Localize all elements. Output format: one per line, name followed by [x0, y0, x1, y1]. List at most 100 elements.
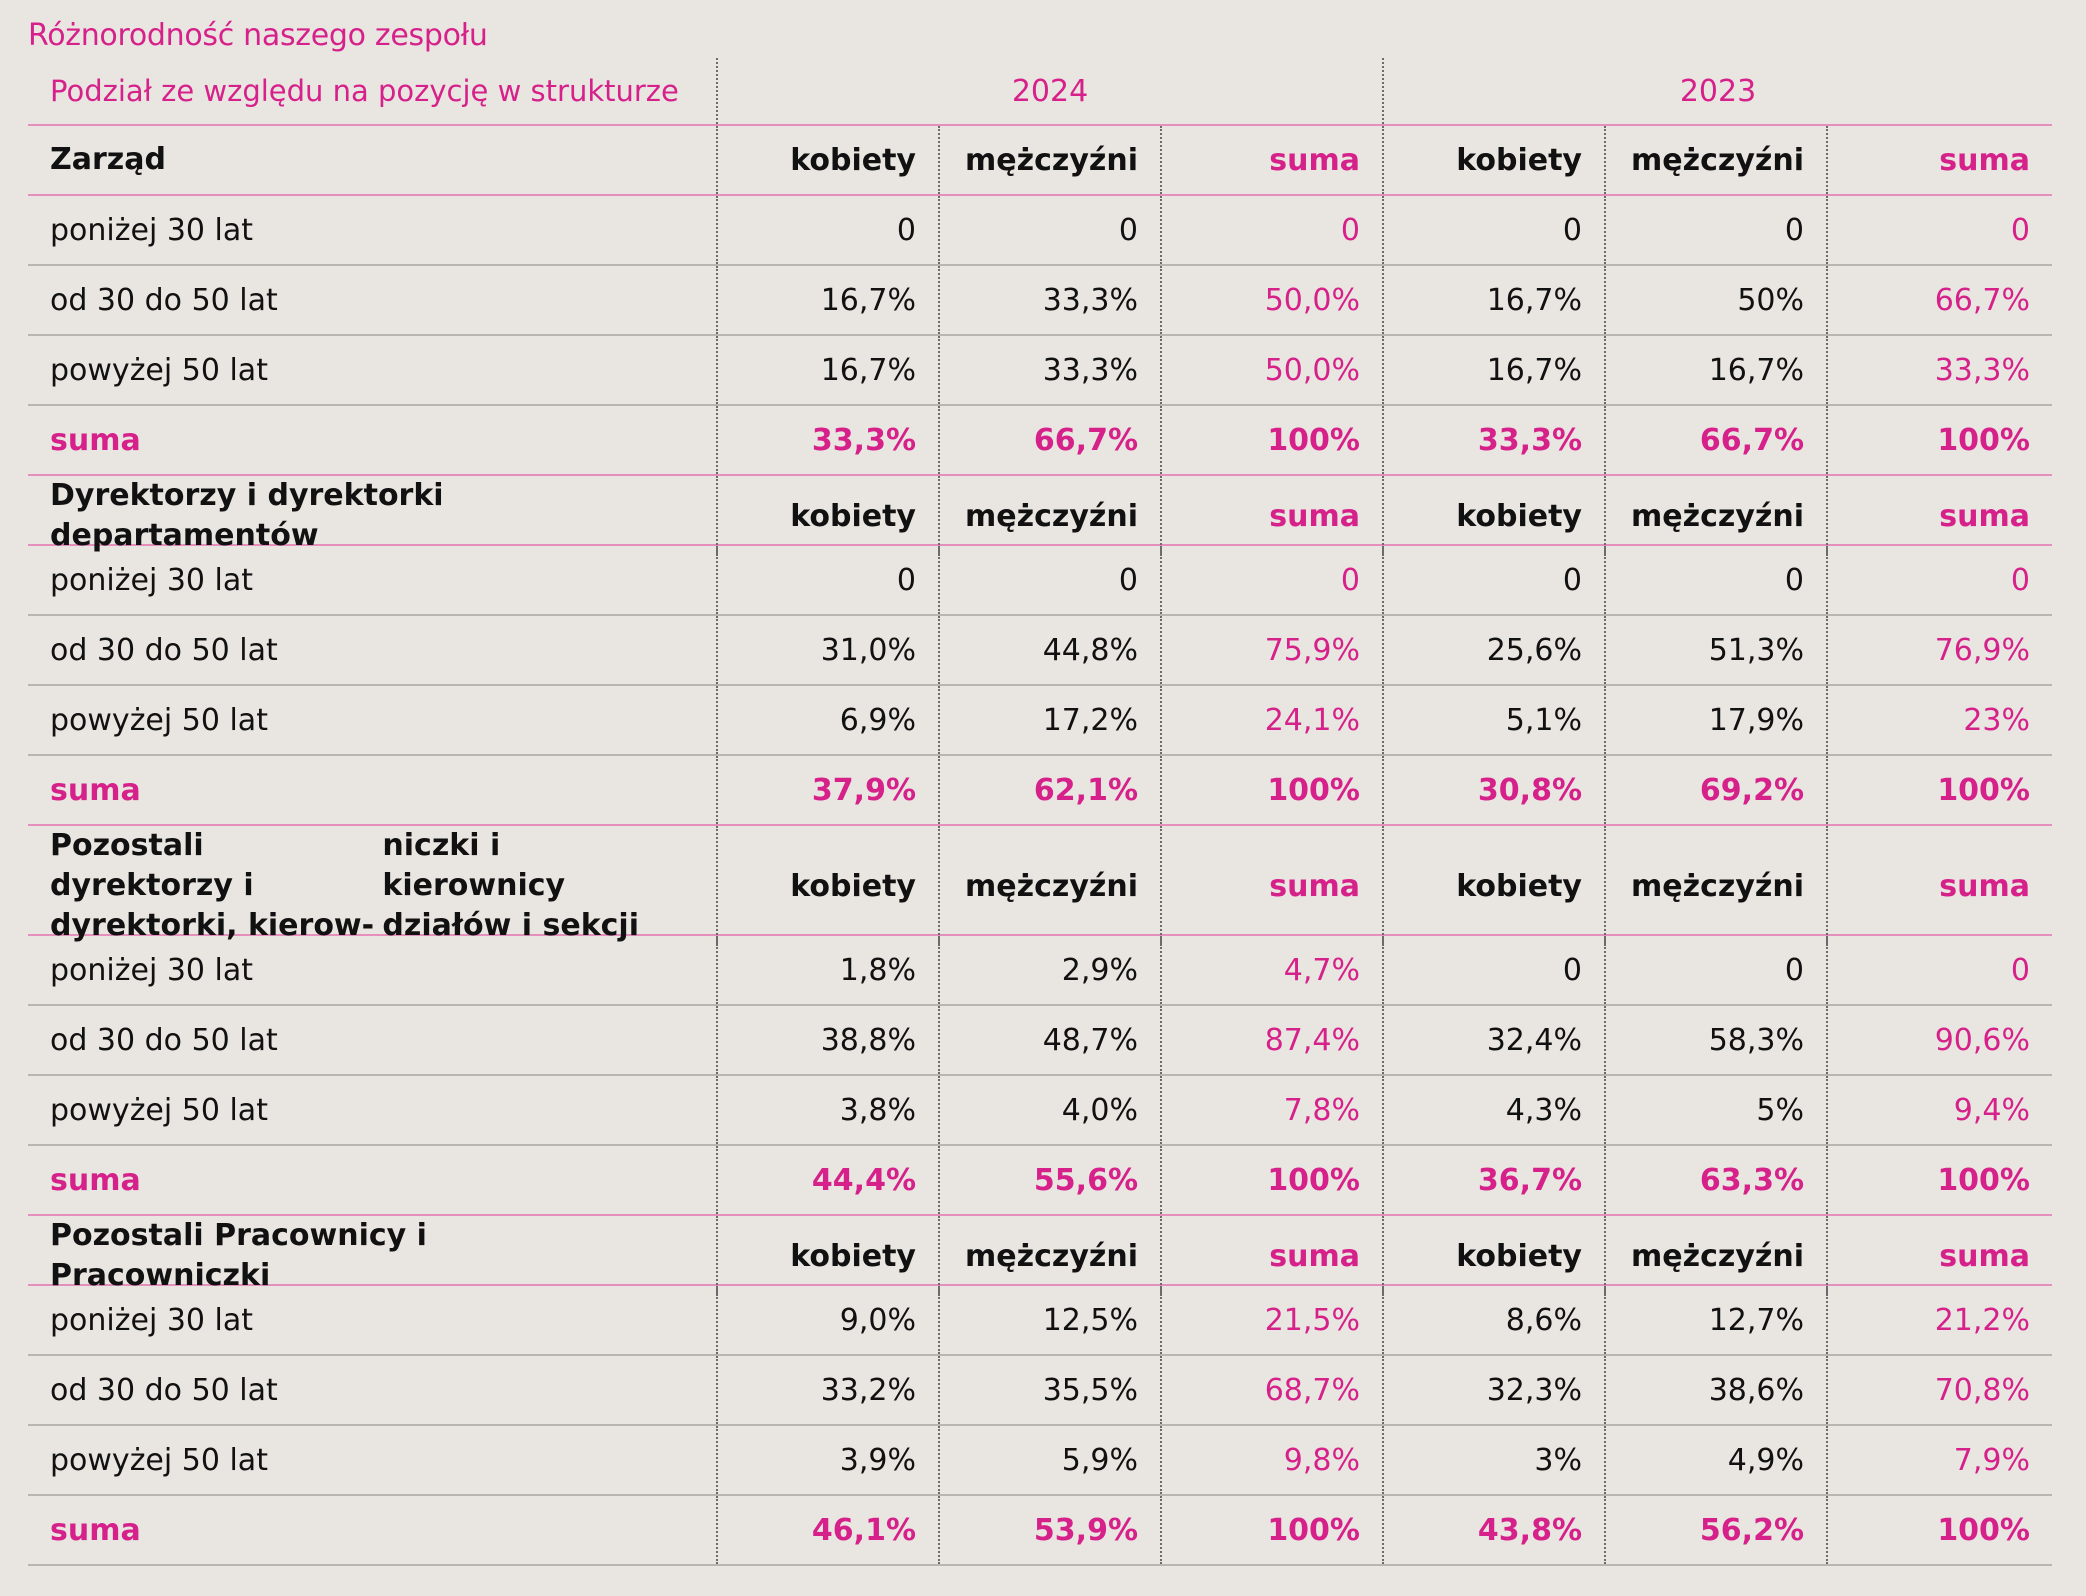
sum-cell-sum-2023: 100% — [1826, 1496, 2052, 1564]
value-cell-men-2023: 50% — [1604, 266, 1826, 334]
sum-cell-sum-2024: 100% — [1160, 1496, 1382, 1564]
sum-cell-men-2024: 66,7% — [938, 406, 1160, 474]
sum-label: suma — [50, 772, 141, 808]
value-cell-women-2024: 16,7% — [716, 336, 938, 404]
table-row: poniżej 30 lat 0 0 0 0 0 0 — [28, 196, 2052, 266]
sum-label: suma — [50, 422, 141, 458]
sum-cell-men-2023: 66,7% — [1604, 406, 1826, 474]
value-cell-women-2023: 16,7% — [1382, 266, 1604, 334]
sum-cell-women-2024: 46,1% — [716, 1496, 938, 1564]
value-cell-women-2023: 5,1% — [1382, 686, 1604, 754]
column-label-men-2024: mężczyźni — [938, 476, 1160, 556]
value-cell-women-2024: 0 — [716, 196, 938, 264]
column-label-sum-2024: suma — [1160, 126, 1382, 194]
value-cell-sum-2024: 7,8% — [1160, 1076, 1382, 1144]
value-cell-men-2024: 35,5% — [938, 1356, 1160, 1424]
sum-cell-men-2024: 62,1% — [938, 756, 1160, 824]
sum-cell-sum-2023: 100% — [1826, 406, 2052, 474]
column-label-women-2023: kobiety — [1382, 1216, 1604, 1296]
row-label: od 30 do 50 lat — [50, 1372, 278, 1408]
value-cell-sum-2023: 66,7% — [1826, 266, 2052, 334]
table-row: powyżej 50 lat 6,9% 17,2% 24,1% 5,1% 17,9% 23% — [28, 686, 2052, 756]
value-cell-sum-2024: 87,4% — [1160, 1006, 1382, 1074]
column-label-sum-2023: suma — [1826, 476, 2052, 556]
sum-cell-sum-2024: 100% — [1160, 1146, 1382, 1214]
sum-cell-sum-2024: 100% — [1160, 406, 1382, 474]
section-header-row: Zarząd kobiety mężczyźni suma kobiety mężczyź… — [28, 126, 2052, 196]
section-title-line: Pozostali dyrektorzy i dyrektorki, kiero… — [50, 828, 375, 943]
row-label: od 30 do 50 lat — [50, 1022, 278, 1058]
section-title: Pozostali Pracownicy i Pracowniczki — [50, 1218, 427, 1293]
value-cell-men-2024: 0 — [938, 196, 1160, 264]
value-cell-men-2023: 12,7% — [1604, 1286, 1826, 1354]
section-title: Dyrektorzy i dyrektorki departamentów — [50, 478, 444, 553]
value-cell-sum-2023: 0 — [1826, 546, 2052, 614]
value-cell-sum-2024: 21,5% — [1160, 1286, 1382, 1354]
column-label-women-2023: kobiety — [1382, 126, 1604, 194]
row-label: od 30 do 50 lat — [50, 632, 278, 668]
value-cell-women-2024: 0 — [716, 546, 938, 614]
column-label-sum-2024: suma — [1160, 476, 1382, 556]
value-cell-women-2023: 32,4% — [1382, 1006, 1604, 1074]
table-row: powyżej 50 lat 3,8% 4,0% 7,8% 4,3% 5% 9,4% — [28, 1076, 2052, 1146]
column-label-women-2024: kobiety — [716, 476, 938, 556]
value-cell-men-2023: 58,3% — [1604, 1006, 1826, 1074]
value-cell-sum-2024: 50,0% — [1160, 336, 1382, 404]
value-cell-sum-2023: 21,2% — [1826, 1286, 2052, 1354]
row-label: poniżej 30 lat — [50, 212, 254, 248]
column-label-men-2024: mężczyźni — [938, 1216, 1160, 1296]
column-label-sum-2023: suma — [1826, 1216, 2052, 1296]
column-label-women-2024: kobiety — [716, 1216, 938, 1296]
sum-row: suma 44,4% 55,6% 100% 36,7% 63,3% 100% — [28, 1146, 2052, 1216]
sum-cell-women-2023: 30,8% — [1382, 756, 1604, 824]
column-label-sum-2024: suma — [1160, 1216, 1382, 1296]
column-label-women-2024: kobiety — [716, 826, 938, 946]
value-cell-men-2024: 4,0% — [938, 1076, 1160, 1144]
value-cell-men-2024: 33,3% — [938, 266, 1160, 334]
value-cell-women-2024: 38,8% — [716, 1006, 938, 1074]
value-cell-women-2024: 1,8% — [716, 936, 938, 1004]
sum-cell-men-2023: 69,2% — [1604, 756, 1826, 824]
value-cell-women-2023: 8,6% — [1382, 1286, 1604, 1354]
value-cell-women-2024: 9,0% — [716, 1286, 938, 1354]
value-cell-women-2023: 32,3% — [1382, 1356, 1604, 1424]
sum-cell-women-2024: 33,3% — [716, 406, 938, 474]
sum-label: suma — [50, 1512, 141, 1548]
row-label: powyżej 50 lat — [50, 1092, 268, 1128]
table-row: od 30 do 50 lat 38,8% 48,7% 87,4% 32,4% 58,3%… — [28, 1006, 2052, 1076]
column-label-men-2023: mężczyźni — [1604, 1216, 1826, 1296]
table-header-label: Podział ze względu na pozycję w struktur… — [50, 74, 679, 108]
value-cell-sum-2024: 4,7% — [1160, 936, 1382, 1004]
value-cell-sum-2024: 75,9% — [1160, 616, 1382, 684]
sum-cell-sum-2024: 100% — [1160, 756, 1382, 824]
table-row: poniżej 30 lat 0 0 0 0 0 0 — [28, 546, 2052, 616]
diversity-table: Podział ze względu na pozycję w struktur… — [28, 58, 2052, 1566]
table-row: poniżej 30 lat 1,8% 2,9% 4,7% 0 0 0 — [28, 936, 2052, 1006]
table-row: powyżej 50 lat 3,9% 5,9% 9,8% 3% 4,9% 7,9% — [28, 1426, 2052, 1496]
value-cell-sum-2023: 33,3% — [1826, 336, 2052, 404]
value-cell-women-2024: 33,2% — [716, 1356, 938, 1424]
row-label: od 30 do 50 lat — [50, 282, 278, 318]
row-label: powyżej 50 lat — [50, 702, 268, 738]
sum-row: suma 33,3% 66,7% 100% 33,3% 66,7% 100% — [28, 406, 2052, 476]
sum-cell-women-2024: 37,9% — [716, 756, 938, 824]
sum-cell-men-2023: 63,3% — [1604, 1146, 1826, 1214]
value-cell-women-2023: 16,7% — [1382, 336, 1604, 404]
column-label-men-2024: mężczyźni — [938, 126, 1160, 194]
sum-cell-women-2023: 33,3% — [1382, 406, 1604, 474]
value-cell-men-2023: 5% — [1604, 1076, 1826, 1144]
value-cell-women-2024: 3,9% — [716, 1426, 938, 1494]
row-label: poniżej 30 lat — [50, 952, 254, 988]
value-cell-sum-2023: 70,8% — [1826, 1356, 2052, 1424]
row-label: poniżej 30 lat — [50, 562, 254, 598]
column-label-sum-2024: suma — [1160, 826, 1382, 946]
value-cell-women-2023: 0 — [1382, 546, 1604, 614]
column-label-men-2024: mężczyźni — [938, 826, 1160, 946]
value-cell-women-2024: 16,7% — [716, 266, 938, 334]
section-title: Pozostali dyrektorzy i dyrektorki, kiero… — [28, 826, 716, 946]
table-row: od 30 do 50 lat 16,7% 33,3% 50,0% 16,7% 50% 66… — [28, 266, 2052, 336]
value-cell-sum-2024: 50,0% — [1160, 266, 1382, 334]
value-cell-men-2024: 44,8% — [938, 616, 1160, 684]
value-cell-sum-2024: 68,7% — [1160, 1356, 1382, 1424]
value-cell-women-2024: 3,8% — [716, 1076, 938, 1144]
